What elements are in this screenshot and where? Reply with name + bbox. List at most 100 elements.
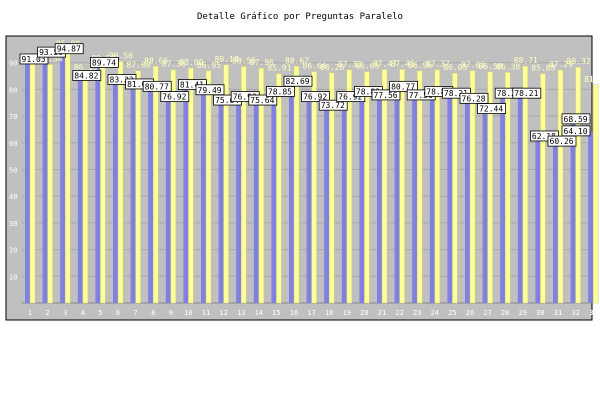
bar-series-b <box>47 64 53 304</box>
data-label-box <box>459 92 489 104</box>
data-label-series-b: 87.03 <box>461 61 485 70</box>
x-tick-label: 6 <box>116 309 120 317</box>
data-label-series-a: 77.56 <box>374 91 398 100</box>
bar-series-a <box>148 87 154 303</box>
bar-series-b <box>240 66 247 304</box>
bar-series-b <box>64 49 71 304</box>
y-tick-label: 70 <box>9 113 17 121</box>
data-label-series-b: 87.33 <box>338 60 362 69</box>
x-tick-label: 10 <box>184 309 192 317</box>
bar-series-a <box>341 97 347 303</box>
y-tick-label: 50 <box>9 167 17 175</box>
data-label-series-b: 87.29 <box>549 60 573 69</box>
bar-series-b <box>434 69 441 304</box>
x-tick-label: 15 <box>272 309 280 317</box>
data-label-box <box>561 113 591 125</box>
data-label-series-b: 88.32 <box>567 57 591 66</box>
y-tick-label: 20 <box>9 247 17 255</box>
bar-series-a <box>236 97 242 303</box>
bar-series-a <box>412 95 418 304</box>
data-label-box <box>90 56 119 68</box>
bar-series-a <box>271 92 277 304</box>
data-label-series-b: 86.66 <box>303 62 327 71</box>
bar-series-b <box>381 69 388 304</box>
x-tick-label: 4 <box>81 309 85 317</box>
bar-series-b <box>540 73 546 304</box>
data-label-box <box>301 91 331 103</box>
data-label-series-b: 87.45 <box>391 60 415 69</box>
data-label-series-a: 75.64 <box>250 96 274 105</box>
y-tick-label: 40 <box>9 193 17 201</box>
data-label-series-b: 88.67 <box>285 56 309 65</box>
x-tick-label: 1 <box>28 309 32 317</box>
x-tick-label: 8 <box>151 309 155 317</box>
data-label-series-b: 87.47 <box>373 59 397 68</box>
data-label-series-b: 89.34 <box>39 54 63 63</box>
x-tick-label: 19 <box>343 309 351 317</box>
bar-series-b <box>364 71 370 304</box>
data-label-series-b: 85.88 <box>531 64 555 73</box>
bar-series-a <box>201 90 206 303</box>
data-label-series-a: 72.44 <box>479 105 503 114</box>
data-label-series-a: 76.92 <box>162 93 186 102</box>
bar-series-b <box>205 70 212 304</box>
data-label-series-a: 94.87 <box>57 45 81 54</box>
x-tick-label: 33 <box>589 309 597 317</box>
bar-series-b <box>152 66 159 304</box>
bar-series-a <box>517 94 523 304</box>
data-label-series-b: 85.91 <box>267 64 291 73</box>
bar-series-b <box>575 66 581 304</box>
data-label-series-a: 68.59 <box>564 115 588 124</box>
x-tick-label: 9 <box>169 309 173 317</box>
bar-series-b <box>188 67 194 304</box>
data-label-box <box>389 80 419 92</box>
x-tick-label: 23 <box>413 309 421 317</box>
data-label-box <box>477 103 507 114</box>
data-label-series-b: 87.96 <box>250 58 274 67</box>
data-label-series-a: 64.10 <box>564 127 588 136</box>
bar-series-a <box>535 136 541 303</box>
y-tick-label: 60 <box>9 140 17 148</box>
x-tick-label: 11 <box>202 309 210 317</box>
x-tick-label: 12 <box>219 309 227 317</box>
x-tick-label: 22 <box>395 309 403 317</box>
x-tick-label: 29 <box>519 309 527 317</box>
data-label-series-a: 78.21 <box>444 89 468 98</box>
bar-series-a <box>130 84 136 303</box>
data-label-series-a: 76.92 <box>303 93 327 102</box>
data-label-series-a: 89.74 <box>92 58 116 67</box>
data-label-series-b: 86.05 <box>443 63 467 72</box>
x-tick-label: 16 <box>290 309 298 317</box>
data-label-series-a: 78.21 <box>497 89 521 98</box>
data-label-series-a: 91.03 <box>22 55 46 64</box>
data-label-series-a: 76.28 <box>462 94 486 103</box>
x-tick-label: 13 <box>237 309 245 317</box>
bar-series-b <box>346 69 353 304</box>
y-tick-label: 30 <box>9 220 17 228</box>
bar-series-a <box>25 59 30 303</box>
x-tick-label: 7 <box>133 309 137 317</box>
bar-series-b <box>117 61 124 304</box>
data-label-series-a: 84.82 <box>74 72 98 81</box>
x-tick-label: 32 <box>571 309 579 317</box>
data-label-series-b: 87.00 <box>127 61 151 70</box>
bar-series-a <box>429 92 435 304</box>
bar-series-b <box>82 72 89 304</box>
data-label-series-a: 83.33 <box>110 76 134 85</box>
bar-series-b <box>469 70 476 304</box>
x-tick-label: 30 <box>536 309 544 317</box>
data-label-series-a: 78.21 <box>514 89 538 98</box>
bar-series <box>25 49 599 304</box>
data-label-series-b: 88.71 <box>514 56 538 65</box>
data-label-box <box>512 87 542 99</box>
x-tick-label: 17 <box>307 309 315 317</box>
bar-series-b <box>592 84 599 304</box>
bar-series-a <box>553 142 558 303</box>
bar-series-a <box>183 85 189 303</box>
data-label-series-a: 60.26 <box>550 137 574 146</box>
data-label-box <box>19 53 49 65</box>
data-label-series-b: 86.95 <box>197 61 221 70</box>
data-label-box <box>283 75 313 87</box>
x-tick-label: 25 <box>448 309 456 317</box>
data-label-series-b: 86.19 <box>74 63 98 72</box>
